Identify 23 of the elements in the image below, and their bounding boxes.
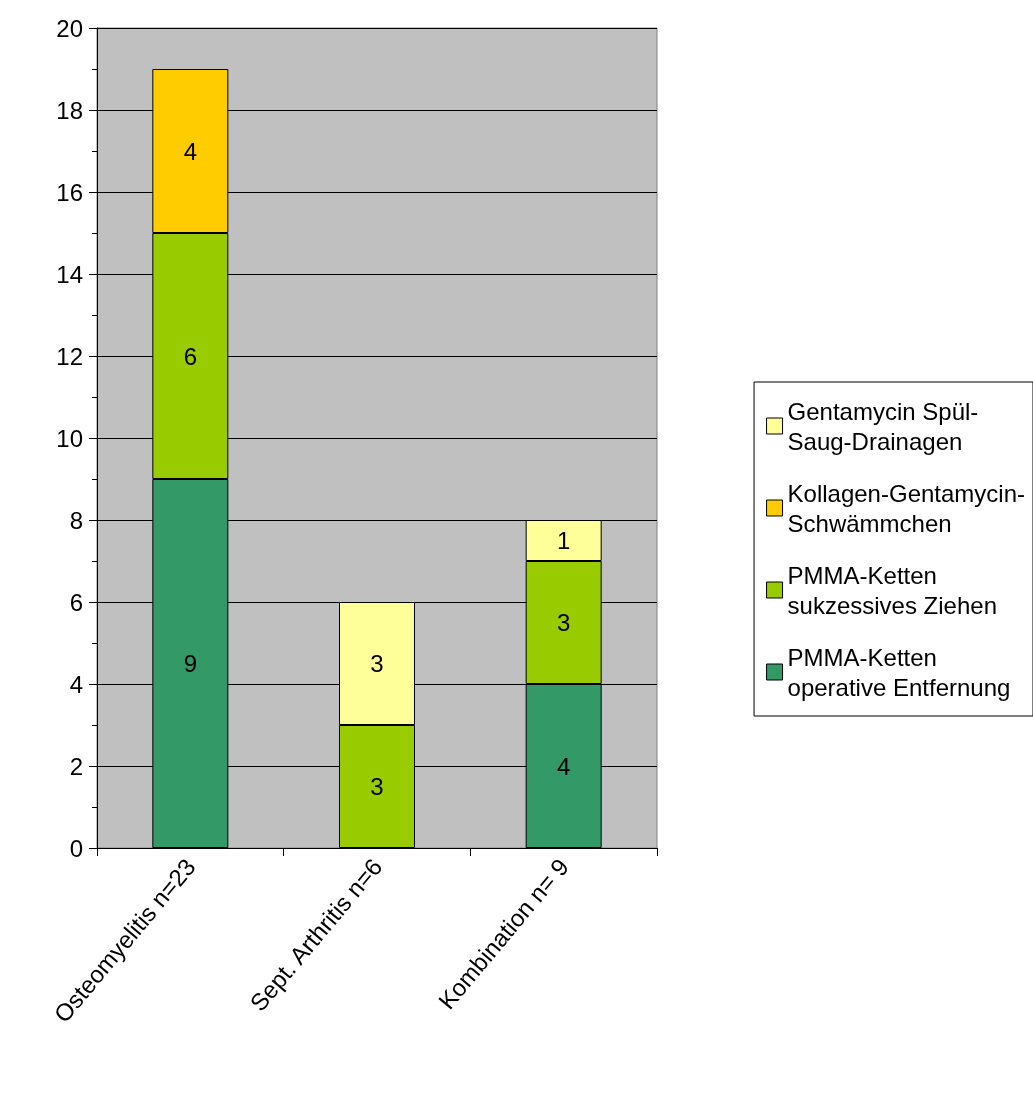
data-label: 1 (556, 527, 571, 554)
y-tick-label: 16 (56, 178, 83, 206)
data-label: 3 (370, 773, 384, 800)
legend-label: PMMA-Ketten operative Entfernung (787, 643, 1011, 701)
data-label: 4 (183, 137, 198, 165)
data-label: 6 (183, 342, 198, 370)
data-label: 9 (183, 650, 198, 677)
y-tick-label: 2 (69, 752, 83, 780)
legend-label: PMMA-Ketten sukzessives Ziehen (787, 561, 997, 619)
y-tick-label: 12 (56, 342, 83, 370)
y-tick-label: 0 (69, 834, 83, 862)
data-label: 3 (370, 650, 384, 677)
data-label: 4 (556, 752, 571, 780)
legend-label: Gentamycin Spül-Saug-Drainagen (787, 397, 979, 455)
y-tick-label: 4 (69, 670, 83, 698)
y-tick-label: 8 (69, 506, 83, 534)
legend-label: Kollagen-Gentamycin-Schwämmchen (787, 479, 1026, 537)
y-tick-label: 6 (69, 588, 83, 616)
y-tick-label: 18 (56, 96, 83, 124)
y-tick-label: 20 (56, 14, 83, 42)
y-tick-label: 14 (56, 260, 83, 288)
y-tick-label: 10 (56, 424, 83, 452)
data-label: 3 (556, 609, 571, 636)
